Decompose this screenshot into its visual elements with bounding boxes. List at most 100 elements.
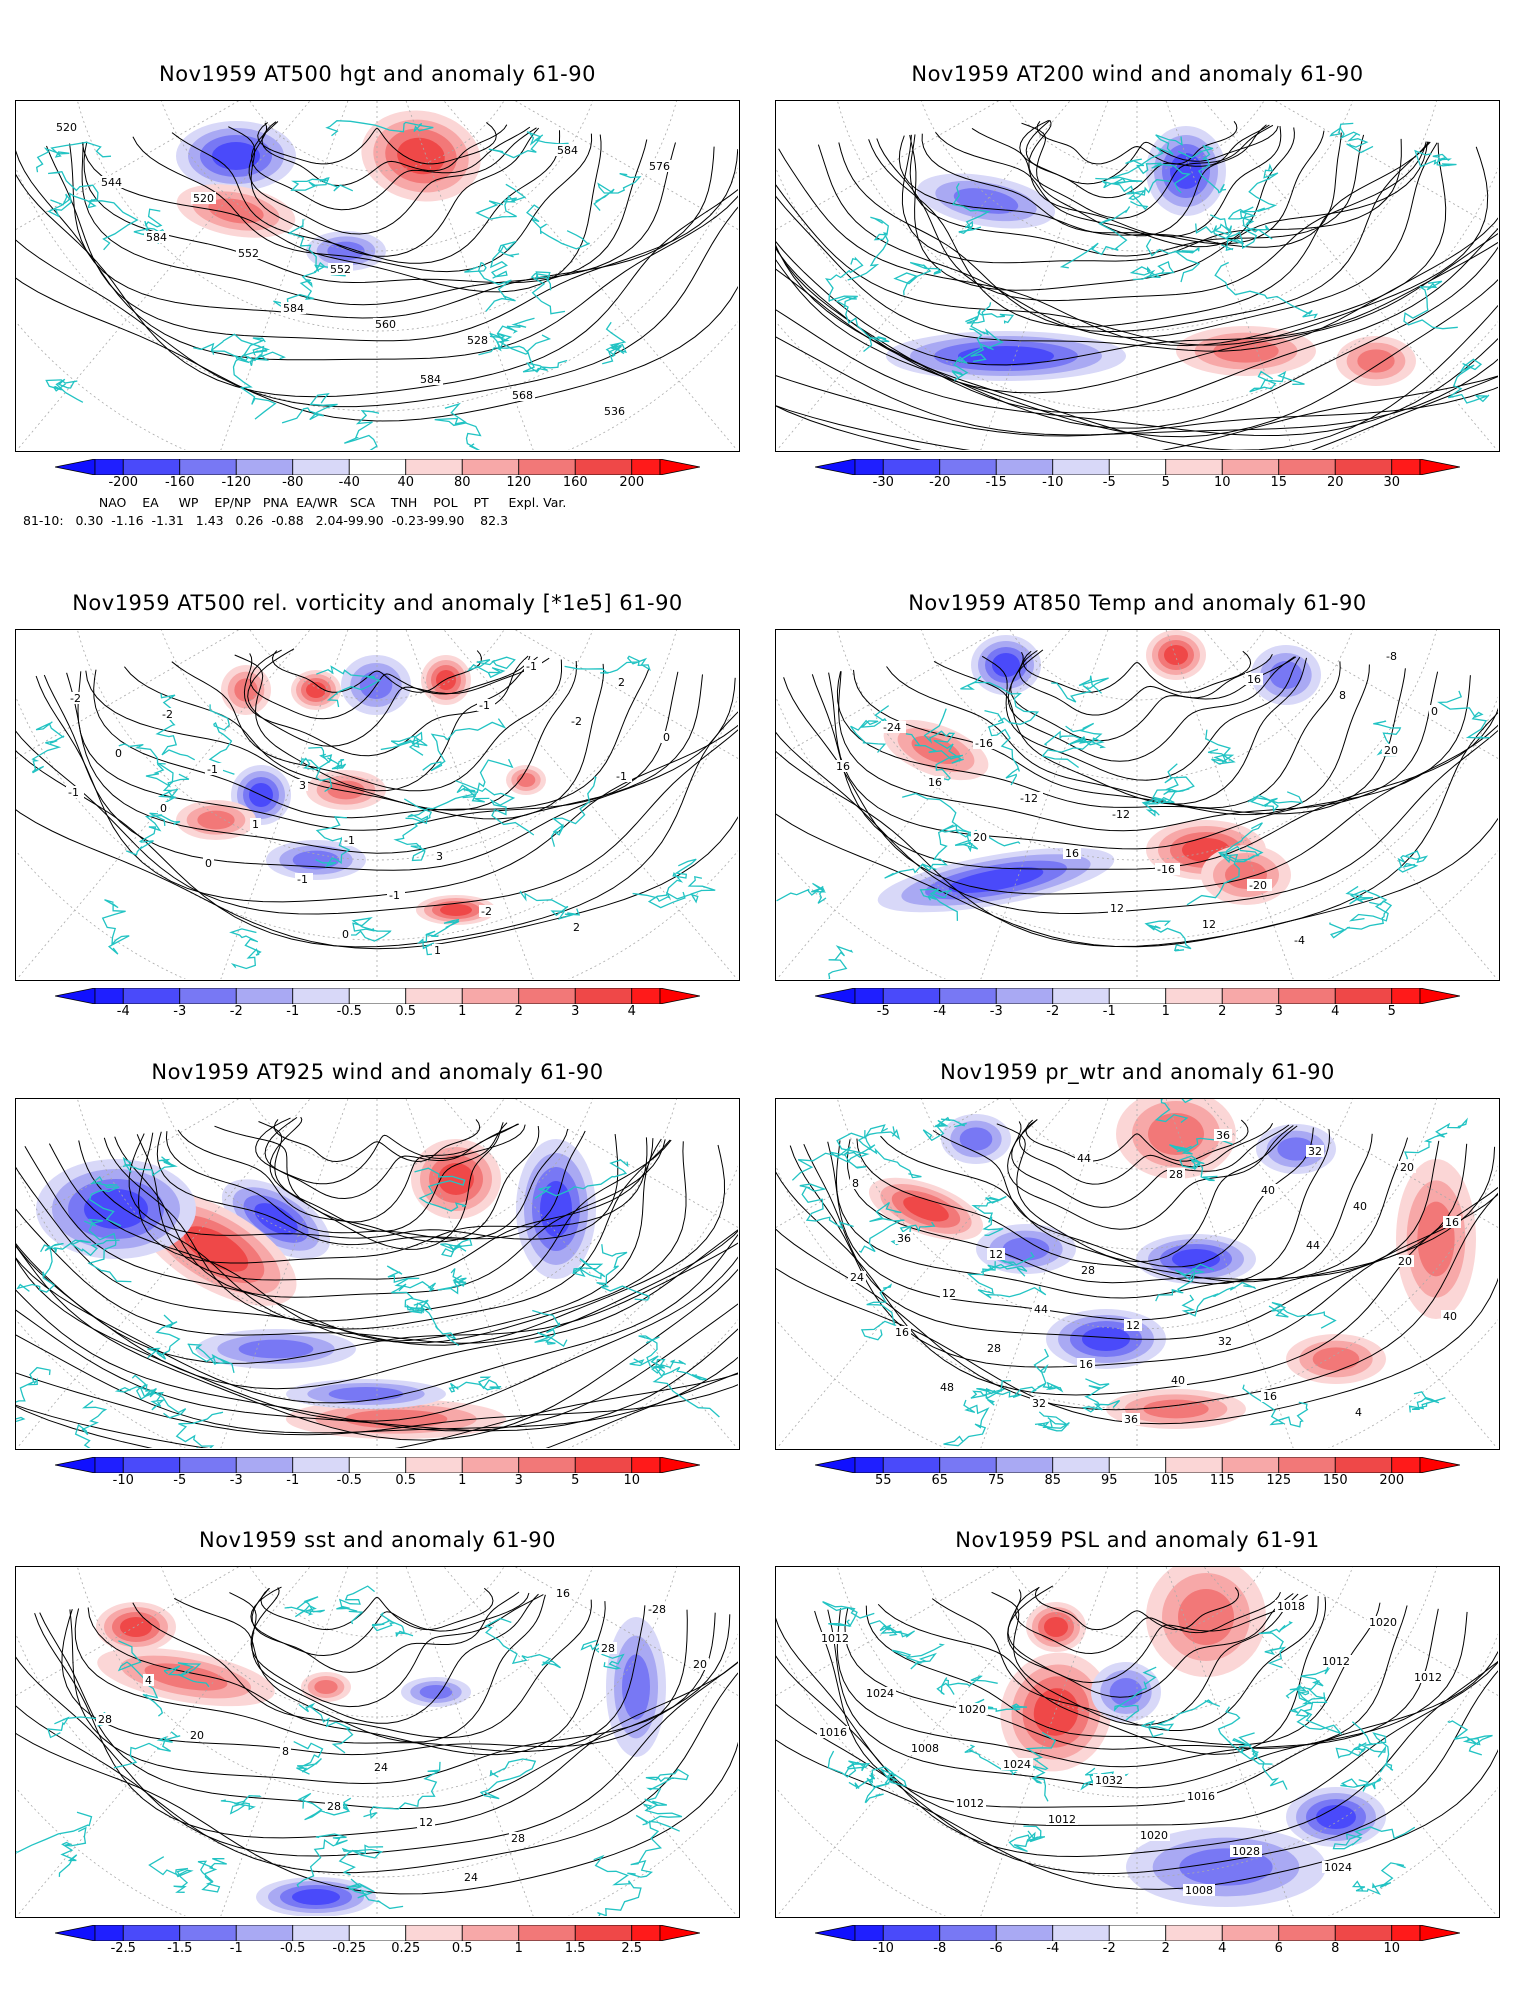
colorbar-tick-label: -120 (221, 475, 252, 490)
coastline-segment (147, 1314, 181, 1360)
contour-label: 1008 (911, 1742, 939, 1755)
contour-label-bg (616, 676, 627, 688)
colorbar-tick-label: -30 (872, 475, 894, 490)
contour-label-bg (96, 1713, 114, 1725)
colorbar-box (1221, 459, 1280, 475)
contour-line (85, 663, 605, 820)
colorbar-low-arrow (815, 1457, 856, 1473)
contour-label-bg (1396, 1255, 1414, 1267)
contour-line (271, 650, 483, 693)
coastline-segment (1041, 737, 1107, 769)
contour-label: 560 (375, 318, 396, 331)
contour-line (16, 1732, 738, 1895)
coastline-segment (534, 1159, 629, 1199)
coastline-segment (464, 261, 516, 312)
coastline-segment (1043, 722, 1103, 746)
contour-label: -24 (883, 721, 901, 734)
contour-line (776, 711, 1498, 948)
contour-label: 36 (1216, 1129, 1230, 1142)
colorbar-box (1165, 1925, 1223, 1941)
contour-label-bg (1382, 744, 1400, 756)
contour-line (1007, 1585, 1308, 1684)
contour-label-bg (372, 1761, 390, 1773)
colorbar-tick-label: -0.5 (336, 1473, 362, 1488)
coastline-segment (1125, 158, 1192, 194)
contour-label: 20 (1398, 1255, 1412, 1268)
contour-line (177, 1125, 540, 1243)
contour-label-bg (661, 731, 672, 743)
contour-line (273, 1119, 481, 1163)
contour-line (1018, 650, 1273, 716)
colorbar-box (1391, 1925, 1421, 1941)
coastline-segment (1080, 1767, 1129, 1791)
contour-label: 1016 (819, 1726, 847, 1739)
contour-label: 28 (98, 1713, 112, 1726)
contour-label: 0 (205, 857, 212, 870)
contour-line (971, 126, 1282, 237)
coastline-segment (951, 182, 991, 235)
anomaly-shading (1109, 1678, 1143, 1706)
colorbar (55, 1925, 700, 1941)
contour-label: 36 (1124, 1413, 1138, 1426)
colorbar-box (631, 459, 661, 475)
coastline-segment (1113, 1666, 1157, 1721)
contour-label: 32 (1218, 1335, 1232, 1348)
contour-line (16, 1233, 738, 1404)
contour-line (93, 668, 650, 819)
contour-line (156, 1130, 586, 1246)
contour-line (16, 1309, 738, 1432)
colorbar-tick-label: -4 (1046, 1941, 1060, 1956)
contour-label: 1024 (1003, 1758, 1031, 1771)
coastline-segment (48, 170, 139, 251)
coastline-segment (155, 693, 196, 761)
contour-label: 16 (1079, 1358, 1093, 1371)
colorbar-box (1391, 459, 1421, 475)
contour-line (16, 1372, 738, 1436)
coastline-segment (1351, 1721, 1394, 1773)
contour-line (776, 1192, 1498, 1411)
contour-label: 24 (374, 1761, 388, 1774)
colorbar-ticks: -2.5 -1.5 -1 -0.5 -0.25 0.25 0.5 1 1.5 2.5 (55, 1941, 700, 1959)
coastline-segment (799, 1183, 854, 1230)
colorbar-box (292, 1457, 350, 1473)
contour-label-bg (1138, 1829, 1170, 1841)
contour-label-bg (938, 1381, 956, 1393)
contour-label: 12 (989, 1248, 1003, 1261)
coastline-segment (629, 1335, 665, 1369)
coastline-segment (386, 1265, 437, 1292)
anomaly-shading (328, 1387, 404, 1401)
contour-label: 1 (252, 818, 259, 831)
coastline-segment (336, 1585, 376, 1625)
coastline-segment (635, 1798, 683, 1826)
anomaly-shading (238, 1339, 314, 1359)
coastline-segment (1335, 1742, 1387, 1759)
colorbar-box (94, 1457, 124, 1473)
contour-label: 584 (283, 302, 304, 315)
anomaly-shading (1002, 1237, 1050, 1261)
colorbar-tick-label: 75 (987, 1473, 1005, 1488)
colorbar-box (518, 988, 576, 1004)
contour-label-bg (1169, 1374, 1187, 1386)
colorbar-high-arrow (1419, 988, 1460, 1004)
contour-label: 32 (1032, 1397, 1046, 1410)
contour-line (255, 1117, 526, 1185)
contour-label: 1024 (866, 1687, 894, 1700)
anomaly-shading (1044, 1617, 1068, 1637)
coastline-segment (593, 172, 642, 212)
contour-label: 2 (618, 676, 625, 689)
contour-label: 520 (56, 121, 77, 134)
anomaly-field (1000, 1567, 1386, 1907)
coastline-segment (478, 332, 530, 356)
contour-line (16, 1229, 738, 1390)
contour-line (87, 1601, 606, 1756)
contour-line (844, 1605, 1408, 1750)
contour-label-bg (1337, 689, 1348, 701)
contour-label-bg (571, 921, 582, 933)
colorbar-box (1221, 988, 1280, 1004)
coastline-segment (434, 402, 482, 450)
colorbar-box (631, 988, 661, 1004)
coastline-segment (488, 131, 571, 159)
contour-line (16, 206, 738, 408)
teleconnection-header: NAO EA WP EP/NP PNA EA/WR SCA TNH POL PT… (75, 495, 567, 510)
contour-lines (16, 648, 738, 950)
